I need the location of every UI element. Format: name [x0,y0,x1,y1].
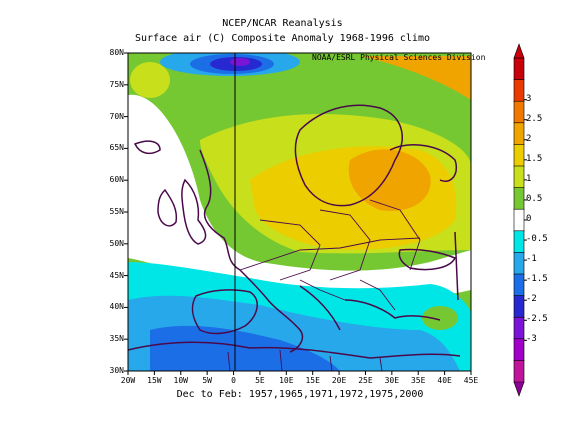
colorbar-tick-label: 1 [526,173,532,184]
colorbar-tick-label: -2.5 [526,314,548,325]
colorbar-tick-label: 2 [526,133,532,144]
border-line [299,279,346,301]
lat-tick-label: 70N [109,111,124,121]
border-line [259,219,321,281]
lat-tick-label: 55N [109,207,124,216]
lat-tick-label: 60N [109,175,124,185]
lon-tick-label: 35E [410,376,426,385]
warm-patch-west [130,62,170,98]
iceland-coast [133,140,161,155]
lon-tick-label: 10E [279,376,294,385]
lat-tick-label: 75N [109,79,124,89]
colorbar-tick-label: 0 [526,214,532,224]
lon-tick-label: 15E [305,376,320,385]
colorbar-swatch [513,79,525,102]
lon-tick-label: 5W [202,376,212,385]
lon-tick-label: 10W [173,376,188,385]
lat-tick-label: 80N [109,48,124,57]
lat-tick-label: 45N [109,270,124,280]
title-line-1: NCEP/NCAR Reanalysis [222,18,343,29]
warm-anomaly-ne [360,56,471,100]
axis-ticks [124,52,472,375]
balkans-coast [344,299,441,321]
border-line [369,199,421,271]
lat-tick-label: 35N [109,334,124,344]
colorbar-swatch [513,208,525,232]
lon-tick-label: 15W [147,376,162,385]
credit-text: NOAA/ESRL Physical Sciences Division [312,53,486,62]
colorbar-swatch [513,100,525,124]
lon-tick-label: 30E [384,376,400,385]
colorbar-swatch [513,316,525,340]
border-line [239,237,421,271]
border-line [319,209,371,281]
lon-tick-label: 40E [437,376,452,385]
lat-tick-label: 50N [109,238,124,248]
colorbar-tick-label: -3 [526,334,537,345]
colorbar-swatch [513,187,525,211]
zero-band [128,94,471,300]
colorbar-swatch [513,230,525,254]
country-borders [227,199,421,371]
ireland-coast [157,188,178,227]
colorbar-min-arrow [513,381,525,397]
finland-coast [389,144,457,182]
coldest-anomaly-zone [150,325,340,371]
colorbar-swatch [513,295,525,319]
colorbar-tick-label: 2.5 [526,113,543,124]
lon-tick-label: 5E [255,376,265,385]
lon-tick-label: 0 [231,376,236,385]
lat-tick-label: 30N [109,366,124,375]
colorbar-max-arrow [513,43,525,59]
britain-coast [181,178,207,245]
colorbar-tick-label: -1 [526,254,537,265]
colorbar-swatch [513,165,525,189]
colorbar-swatch [513,338,525,362]
lon-tick-label: 45E [463,376,479,385]
colorbar-swatch [513,57,525,81]
colorbar-tick-label: 1.5 [526,153,543,164]
lat-tick-label: 40N [109,302,124,312]
border-line [359,279,396,311]
lat-tick-label: 65N [109,143,124,153]
colorbar [513,43,527,397]
colorbar-tick-label: -1.5 [526,274,548,285]
warm-patch-southeast [422,306,458,330]
extreme-cold-spot [230,58,250,66]
north-africa-coast [128,341,461,359]
lon-tick-label: 20W [120,376,136,385]
caspian-coast [454,231,459,301]
lon-tick-label: 20E [331,376,347,385]
footer-caption: Dec to Feb: 1957,1965,1971,1972,1975,200… [176,389,424,400]
colorbar-swatch [513,122,525,146]
coastlines [128,104,461,359]
iberia-coast [191,289,258,335]
colorbar-swatch [513,252,525,275]
colorbar-swatch [513,360,525,383]
colorbar-swatch [513,273,525,297]
colorbar-tick-label: -0.5 [526,234,548,245]
lon-tick-label: 25E [358,376,373,385]
map-fill [128,53,471,371]
colorbar-tick-label: 3 [526,93,532,104]
colorbar-tick-label: 0.5 [526,193,543,204]
title-line-2: Surface air (C) Composite Anomaly 1968-1… [134,33,430,44]
scandinavia-coast [294,104,403,207]
italy-coast [299,285,341,331]
border-line [227,349,383,371]
colorbar-swatch [513,144,525,167]
colorbar-tick-label: -2 [526,294,537,305]
black-sea-coast [398,248,457,271]
